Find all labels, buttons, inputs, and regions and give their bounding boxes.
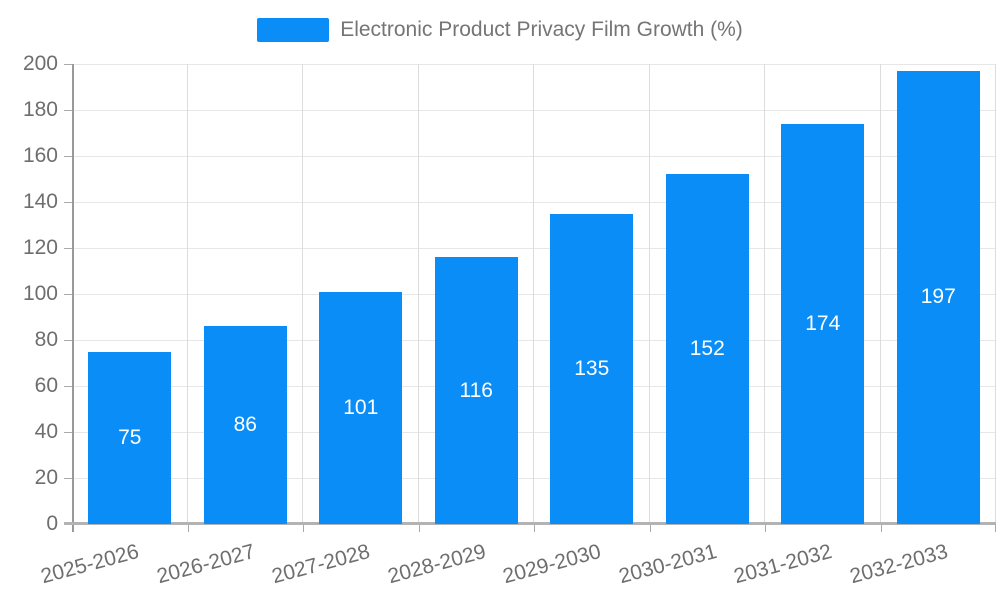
y-axis-tick-label: 160 bbox=[22, 144, 58, 167]
gridline-v bbox=[995, 64, 996, 524]
legend-swatch-icon bbox=[257, 18, 330, 42]
gridline-v bbox=[648, 64, 650, 524]
bar[interactable] bbox=[88, 351, 172, 524]
legend-label: Electronic Product Privacy Film Growth (… bbox=[340, 18, 743, 41]
y-tick bbox=[64, 340, 72, 341]
gridline-h bbox=[72, 63, 996, 65]
y-axis-tick-label: 60 bbox=[34, 374, 58, 397]
y-tick bbox=[64, 248, 72, 249]
y-tick bbox=[64, 64, 72, 65]
x-tick bbox=[765, 524, 766, 532]
y-tick bbox=[64, 386, 72, 387]
bar[interactable] bbox=[781, 123, 865, 524]
gridline-h bbox=[72, 339, 996, 341]
y-tick bbox=[64, 432, 72, 433]
x-axis-tick-label: 2027-2028 bbox=[269, 540, 373, 589]
x-axis-tick-label: 2026-2027 bbox=[154, 540, 258, 589]
gridline-v bbox=[302, 64, 303, 524]
x-tick bbox=[880, 524, 882, 532]
gridline-v bbox=[533, 64, 534, 524]
y-tick bbox=[64, 294, 72, 295]
gridline-h bbox=[72, 201, 996, 203]
y-axis-tick-label: 20 bbox=[34, 466, 58, 489]
bar[interactable] bbox=[434, 257, 518, 524]
gridline-v bbox=[186, 64, 188, 524]
bar[interactable] bbox=[203, 326, 287, 524]
plot-area: 75 86 101 116 135 152 174 197 bbox=[64, 63, 996, 532]
x-axis-line bbox=[64, 522, 996, 525]
y-tick bbox=[64, 478, 72, 479]
x-tick bbox=[303, 524, 304, 532]
x-axis-tick-label: 2029-2030 bbox=[500, 540, 604, 589]
bar[interactable] bbox=[665, 174, 749, 524]
gridline-h bbox=[72, 247, 996, 249]
x-axis-tick-label: 2025-2026 bbox=[38, 540, 142, 589]
gridline-h bbox=[72, 155, 996, 157]
x-tick bbox=[534, 524, 535, 532]
y-axis-tick-label: 0 bbox=[46, 512, 58, 535]
x-tick bbox=[418, 524, 420, 532]
gridline-h bbox=[72, 431, 996, 433]
y-axis-tick-label: 80 bbox=[34, 328, 58, 351]
gridline-h bbox=[72, 385, 996, 387]
y-axis-tick-label: 180 bbox=[22, 98, 58, 121]
x-tick bbox=[187, 524, 189, 532]
gridline-v bbox=[879, 64, 881, 524]
y-axis-tick-label: 100 bbox=[22, 282, 58, 305]
y-axis-line bbox=[72, 64, 74, 532]
x-axis-tick-label: 2028-2029 bbox=[385, 540, 489, 589]
gridline-v bbox=[417, 64, 419, 524]
gridline-v bbox=[764, 64, 765, 524]
chart-legend[interactable]: Electronic Product Privacy Film Growth (… bbox=[0, 17, 1000, 43]
gridline-h bbox=[72, 477, 996, 479]
gridline-h bbox=[72, 293, 996, 295]
y-axis-tick-label: 120 bbox=[22, 236, 58, 259]
y-tick bbox=[64, 110, 72, 111]
y-axis-tick-label: 40 bbox=[34, 420, 58, 443]
y-axis-tick-label: 140 bbox=[22, 190, 58, 213]
x-tick bbox=[649, 524, 651, 532]
bar[interactable] bbox=[896, 70, 980, 524]
y-tick bbox=[64, 202, 72, 203]
y-tick bbox=[64, 156, 72, 157]
x-axis-tick-label: 2031-2032 bbox=[731, 540, 835, 589]
x-axis-tick-label: 2032-2033 bbox=[847, 540, 951, 589]
x-tick bbox=[995, 524, 996, 532]
gridline-h bbox=[72, 109, 996, 111]
bar[interactable] bbox=[319, 291, 403, 524]
bar[interactable] bbox=[550, 213, 634, 524]
x-axis-tick-label: 2030-2031 bbox=[616, 540, 720, 589]
y-axis-tick-label: 200 bbox=[22, 52, 58, 75]
